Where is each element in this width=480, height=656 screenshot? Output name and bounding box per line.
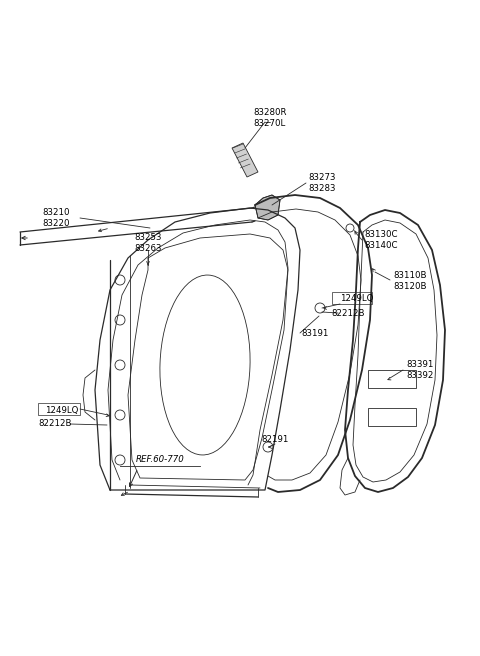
Text: 1249LQ: 1249LQ [45,405,79,415]
Bar [368,370,416,388]
Text: 82212B: 82212B [331,308,364,318]
Text: 82212B: 82212B [38,419,72,428]
Text: REF.60-770: REF.60-770 [136,455,184,464]
Text: 82191: 82191 [261,436,288,445]
Text: 83253
83263: 83253 83263 [134,234,162,253]
Text: 83191: 83191 [301,329,328,337]
Text: 83280R
83270L: 83280R 83270L [253,108,287,128]
Polygon shape [255,195,280,220]
Text: 1249LQ: 1249LQ [340,295,373,304]
Text: 83210
83220: 83210 83220 [42,209,70,228]
Text: 83391
83392: 83391 83392 [406,360,433,380]
Text: 83273
83283: 83273 83283 [308,173,336,193]
Text: 83130C
83140C: 83130C 83140C [364,230,397,250]
Bar [368,408,416,426]
Text: 83110B
83120B: 83110B 83120B [393,272,427,291]
Polygon shape [232,143,258,177]
